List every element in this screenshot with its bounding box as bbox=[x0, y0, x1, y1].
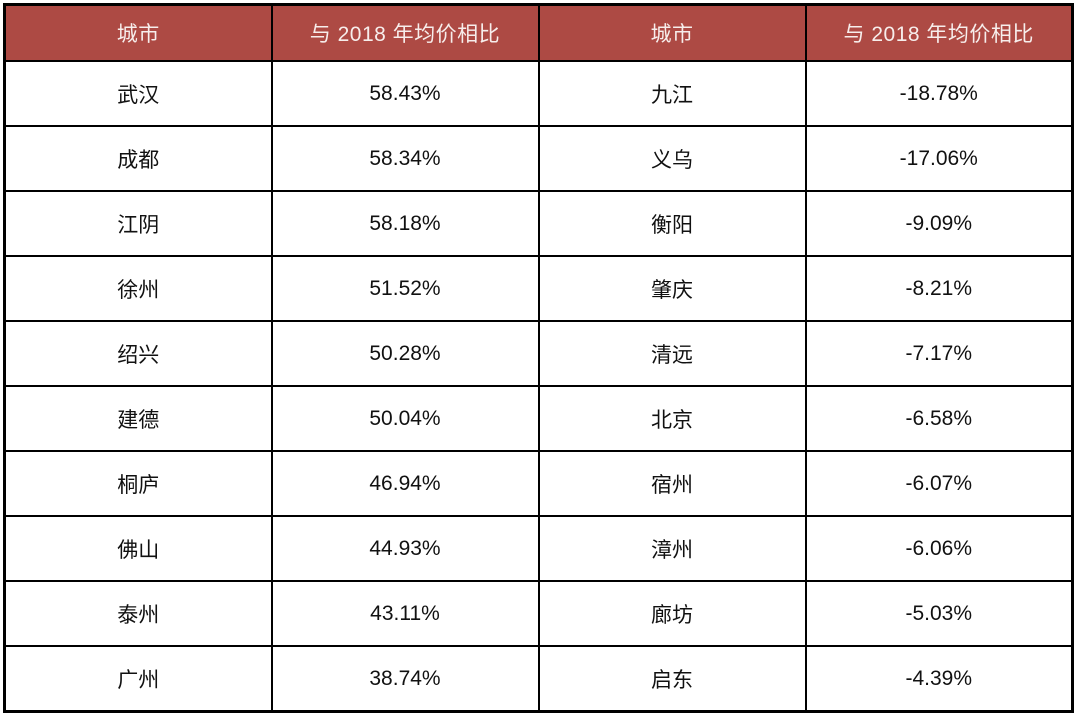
table-row: 佛山 44.93% 漳州 -6.06% bbox=[3, 515, 1074, 582]
city-cell: 廊坊 bbox=[537, 580, 807, 647]
header-row: 城市 与 2018 年均价相比 城市 与 2018 年均价相比 bbox=[3, 3, 1074, 62]
city-cell: 义乌 bbox=[537, 125, 807, 192]
change-cell: -8.21% bbox=[804, 255, 1074, 322]
city-cell: 建德 bbox=[3, 385, 273, 452]
change-cell: 50.28% bbox=[270, 320, 540, 387]
city-cell: 成都 bbox=[3, 125, 273, 192]
city-cell: 泰州 bbox=[3, 580, 273, 647]
change-cell: -5.03% bbox=[804, 580, 1074, 647]
city-cell: 九江 bbox=[537, 60, 807, 127]
change-cell: 58.18% bbox=[270, 190, 540, 257]
table-row: 江阴 58.18% 衡阳 -9.09% bbox=[3, 190, 1074, 257]
city-cell: 启东 bbox=[537, 645, 807, 713]
city-cell: 肇庆 bbox=[537, 255, 807, 322]
change-cell: -6.06% bbox=[804, 515, 1074, 582]
table-header: 城市 与 2018 年均价相比 城市 与 2018 年均价相比 bbox=[3, 3, 1074, 62]
city-cell: 北京 bbox=[537, 385, 807, 452]
change-cell: -6.58% bbox=[804, 385, 1074, 452]
city-cell: 徐州 bbox=[3, 255, 273, 322]
price-comparison-table: 城市 与 2018 年均价相比 城市 与 2018 年均价相比 武汉 58.43… bbox=[3, 3, 1074, 713]
change-cell: 51.52% bbox=[270, 255, 540, 322]
city-cell: 宿州 bbox=[537, 450, 807, 517]
change-cell: -4.39% bbox=[804, 645, 1074, 713]
change-cell: 50.04% bbox=[270, 385, 540, 452]
change-cell: 46.94% bbox=[270, 450, 540, 517]
table-row: 徐州 51.52% 肇庆 -8.21% bbox=[3, 255, 1074, 322]
change-cell: -18.78% bbox=[804, 60, 1074, 127]
change-cell: 43.11% bbox=[270, 580, 540, 647]
city-cell: 衡阳 bbox=[537, 190, 807, 257]
change-cell: -9.09% bbox=[804, 190, 1074, 257]
column-header-city-left: 城市 bbox=[3, 3, 273, 62]
table-body: 武汉 58.43% 九江 -18.78% 成都 58.34% 义乌 -17.06… bbox=[3, 60, 1074, 713]
city-cell: 江阴 bbox=[3, 190, 273, 257]
change-cell: -6.07% bbox=[804, 450, 1074, 517]
column-header-change-right: 与 2018 年均价相比 bbox=[804, 3, 1074, 62]
city-cell: 清远 bbox=[537, 320, 807, 387]
change-cell: -7.17% bbox=[804, 320, 1074, 387]
table-row: 广州 38.74% 启东 -4.39% bbox=[3, 645, 1074, 713]
city-cell: 佛山 bbox=[3, 515, 273, 582]
table-row: 成都 58.34% 义乌 -17.06% bbox=[3, 125, 1074, 192]
city-cell: 桐庐 bbox=[3, 450, 273, 517]
change-cell: 44.93% bbox=[270, 515, 540, 582]
change-cell: -17.06% bbox=[804, 125, 1074, 192]
table-row: 武汉 58.43% 九江 -18.78% bbox=[3, 60, 1074, 127]
city-cell: 广州 bbox=[3, 645, 273, 713]
table-row: 建德 50.04% 北京 -6.58% bbox=[3, 385, 1074, 452]
column-header-city-right: 城市 bbox=[537, 3, 807, 62]
change-cell: 38.74% bbox=[270, 645, 540, 713]
city-cell: 武汉 bbox=[3, 60, 273, 127]
change-cell: 58.43% bbox=[270, 60, 540, 127]
column-header-change-left: 与 2018 年均价相比 bbox=[270, 3, 540, 62]
table-row: 桐庐 46.94% 宿州 -6.07% bbox=[3, 450, 1074, 517]
table-row: 绍兴 50.28% 清远 -7.17% bbox=[3, 320, 1074, 387]
table-row: 泰州 43.11% 廊坊 -5.03% bbox=[3, 580, 1074, 647]
city-cell: 绍兴 bbox=[3, 320, 273, 387]
change-cell: 58.34% bbox=[270, 125, 540, 192]
city-cell: 漳州 bbox=[537, 515, 807, 582]
